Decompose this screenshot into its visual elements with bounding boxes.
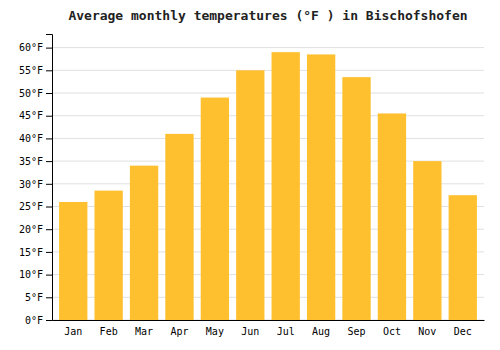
tick-label: Dec: [454, 326, 472, 337]
tick-mark: [46, 252, 52, 253]
tick: Mar: [135, 326, 153, 337]
tick-label: Sep: [347, 326, 365, 337]
grid-line: [52, 115, 484, 116]
tick-label: Jun: [241, 326, 259, 337]
tick-mark: [46, 48, 52, 49]
tick: 35°F: [19, 156, 52, 167]
tick: 30°F: [19, 179, 52, 190]
tick: 20°F: [19, 224, 52, 235]
tick-mark: [46, 275, 52, 276]
tick-mark: [46, 229, 52, 230]
y-axis: 0°F 5°F 10°F 15°F 20°F 25°F 30°F 35°F 40°F 45°F 50…: [19, 35, 53, 326]
bar: [165, 134, 193, 320]
tick-label: 0°F: [25, 315, 43, 326]
tick-label: 45°F: [19, 110, 43, 121]
tick-label: 50°F: [19, 88, 43, 99]
tick-label: 25°F: [19, 201, 43, 212]
tick: 60°F: [19, 42, 52, 53]
tick-label: Oct: [383, 326, 401, 337]
bars: [59, 52, 477, 320]
tick: 50°F: [19, 88, 52, 99]
tick-label: Mar: [135, 326, 153, 337]
tick-label: Jul: [277, 326, 295, 337]
bar: [342, 77, 370, 320]
tick: 0°F: [25, 315, 52, 326]
chart: 0°F 5°F 10°F 15°F 20°F 25°F 30°F 35°F 40°F 45°F 50…: [0, 0, 500, 350]
tick-label: Jan: [64, 326, 82, 337]
tick: Nov: [418, 326, 436, 337]
tick-mark: [46, 184, 52, 185]
tick: Jul: [277, 326, 295, 337]
tick-label: 10°F: [19, 269, 43, 280]
tick: 45°F: [19, 110, 52, 121]
tick-label: 20°F: [19, 224, 43, 235]
bar: [272, 52, 300, 320]
bar: [94, 191, 122, 320]
tick: 55°F: [19, 65, 52, 76]
axis-line: [53, 320, 485, 321]
tick-label: 5°F: [25, 292, 43, 303]
tick-mark: [46, 320, 52, 321]
tick-label: May: [206, 326, 224, 337]
tick-label: 60°F: [19, 42, 43, 53]
tick-label: Feb: [100, 326, 118, 337]
tick: Feb: [100, 326, 118, 337]
tick-mark: [46, 207, 52, 208]
bar: [236, 70, 264, 320]
tick: Sep: [347, 326, 365, 337]
bar: [413, 161, 441, 320]
tick-label: 40°F: [19, 133, 43, 144]
x-axis: Jan Feb Mar Apr May Jun Jul Aug Sep Oct Nov Dec: [53, 321, 485, 338]
tick-mark: [46, 161, 52, 162]
grid-line: [52, 93, 484, 94]
grid: [52, 48, 484, 320]
tick-mark: [46, 138, 52, 139]
grid-line: [52, 47, 484, 48]
tick-mark: [46, 116, 52, 117]
tick-label: 55°F: [19, 65, 43, 76]
tick: Aug: [312, 326, 330, 337]
bar: [378, 113, 406, 320]
grid-line: [52, 70, 484, 71]
grid-line: [52, 138, 484, 139]
tick: 10°F: [19, 269, 52, 280]
tick: 25°F: [19, 201, 52, 212]
tick: Jun: [241, 326, 259, 337]
plot: 0°F 5°F 10°F 15°F 20°F 25°F 30°F 35°F 40°F 45°F 50…: [19, 35, 485, 338]
tick: 5°F: [25, 292, 52, 303]
tick-label: 35°F: [19, 156, 43, 167]
tick-mark: [46, 70, 52, 71]
bar: [449, 195, 477, 320]
tick-mark: [46, 93, 52, 94]
tick: Oct: [383, 326, 401, 337]
tick-label: Apr: [170, 326, 188, 337]
bar: [130, 166, 158, 320]
tick: Jan: [64, 326, 82, 337]
tick: 40°F: [19, 133, 52, 144]
title: Average monthly temperatures (°F ) in Bi…: [68, 8, 467, 23]
tick-label: 15°F: [19, 247, 43, 258]
tick-label: Nov: [418, 326, 436, 337]
tick: May: [206, 326, 224, 337]
tick-label: 30°F: [19, 179, 43, 190]
tick: Dec: [454, 326, 472, 337]
tick: Apr: [170, 326, 188, 337]
bar: [307, 54, 335, 320]
bar: [201, 98, 229, 320]
axis-line: [46, 35, 53, 321]
bar: [59, 202, 87, 320]
tick-label: Aug: [312, 326, 330, 337]
tick: 15°F: [19, 247, 52, 258]
tick-mark: [46, 297, 52, 298]
